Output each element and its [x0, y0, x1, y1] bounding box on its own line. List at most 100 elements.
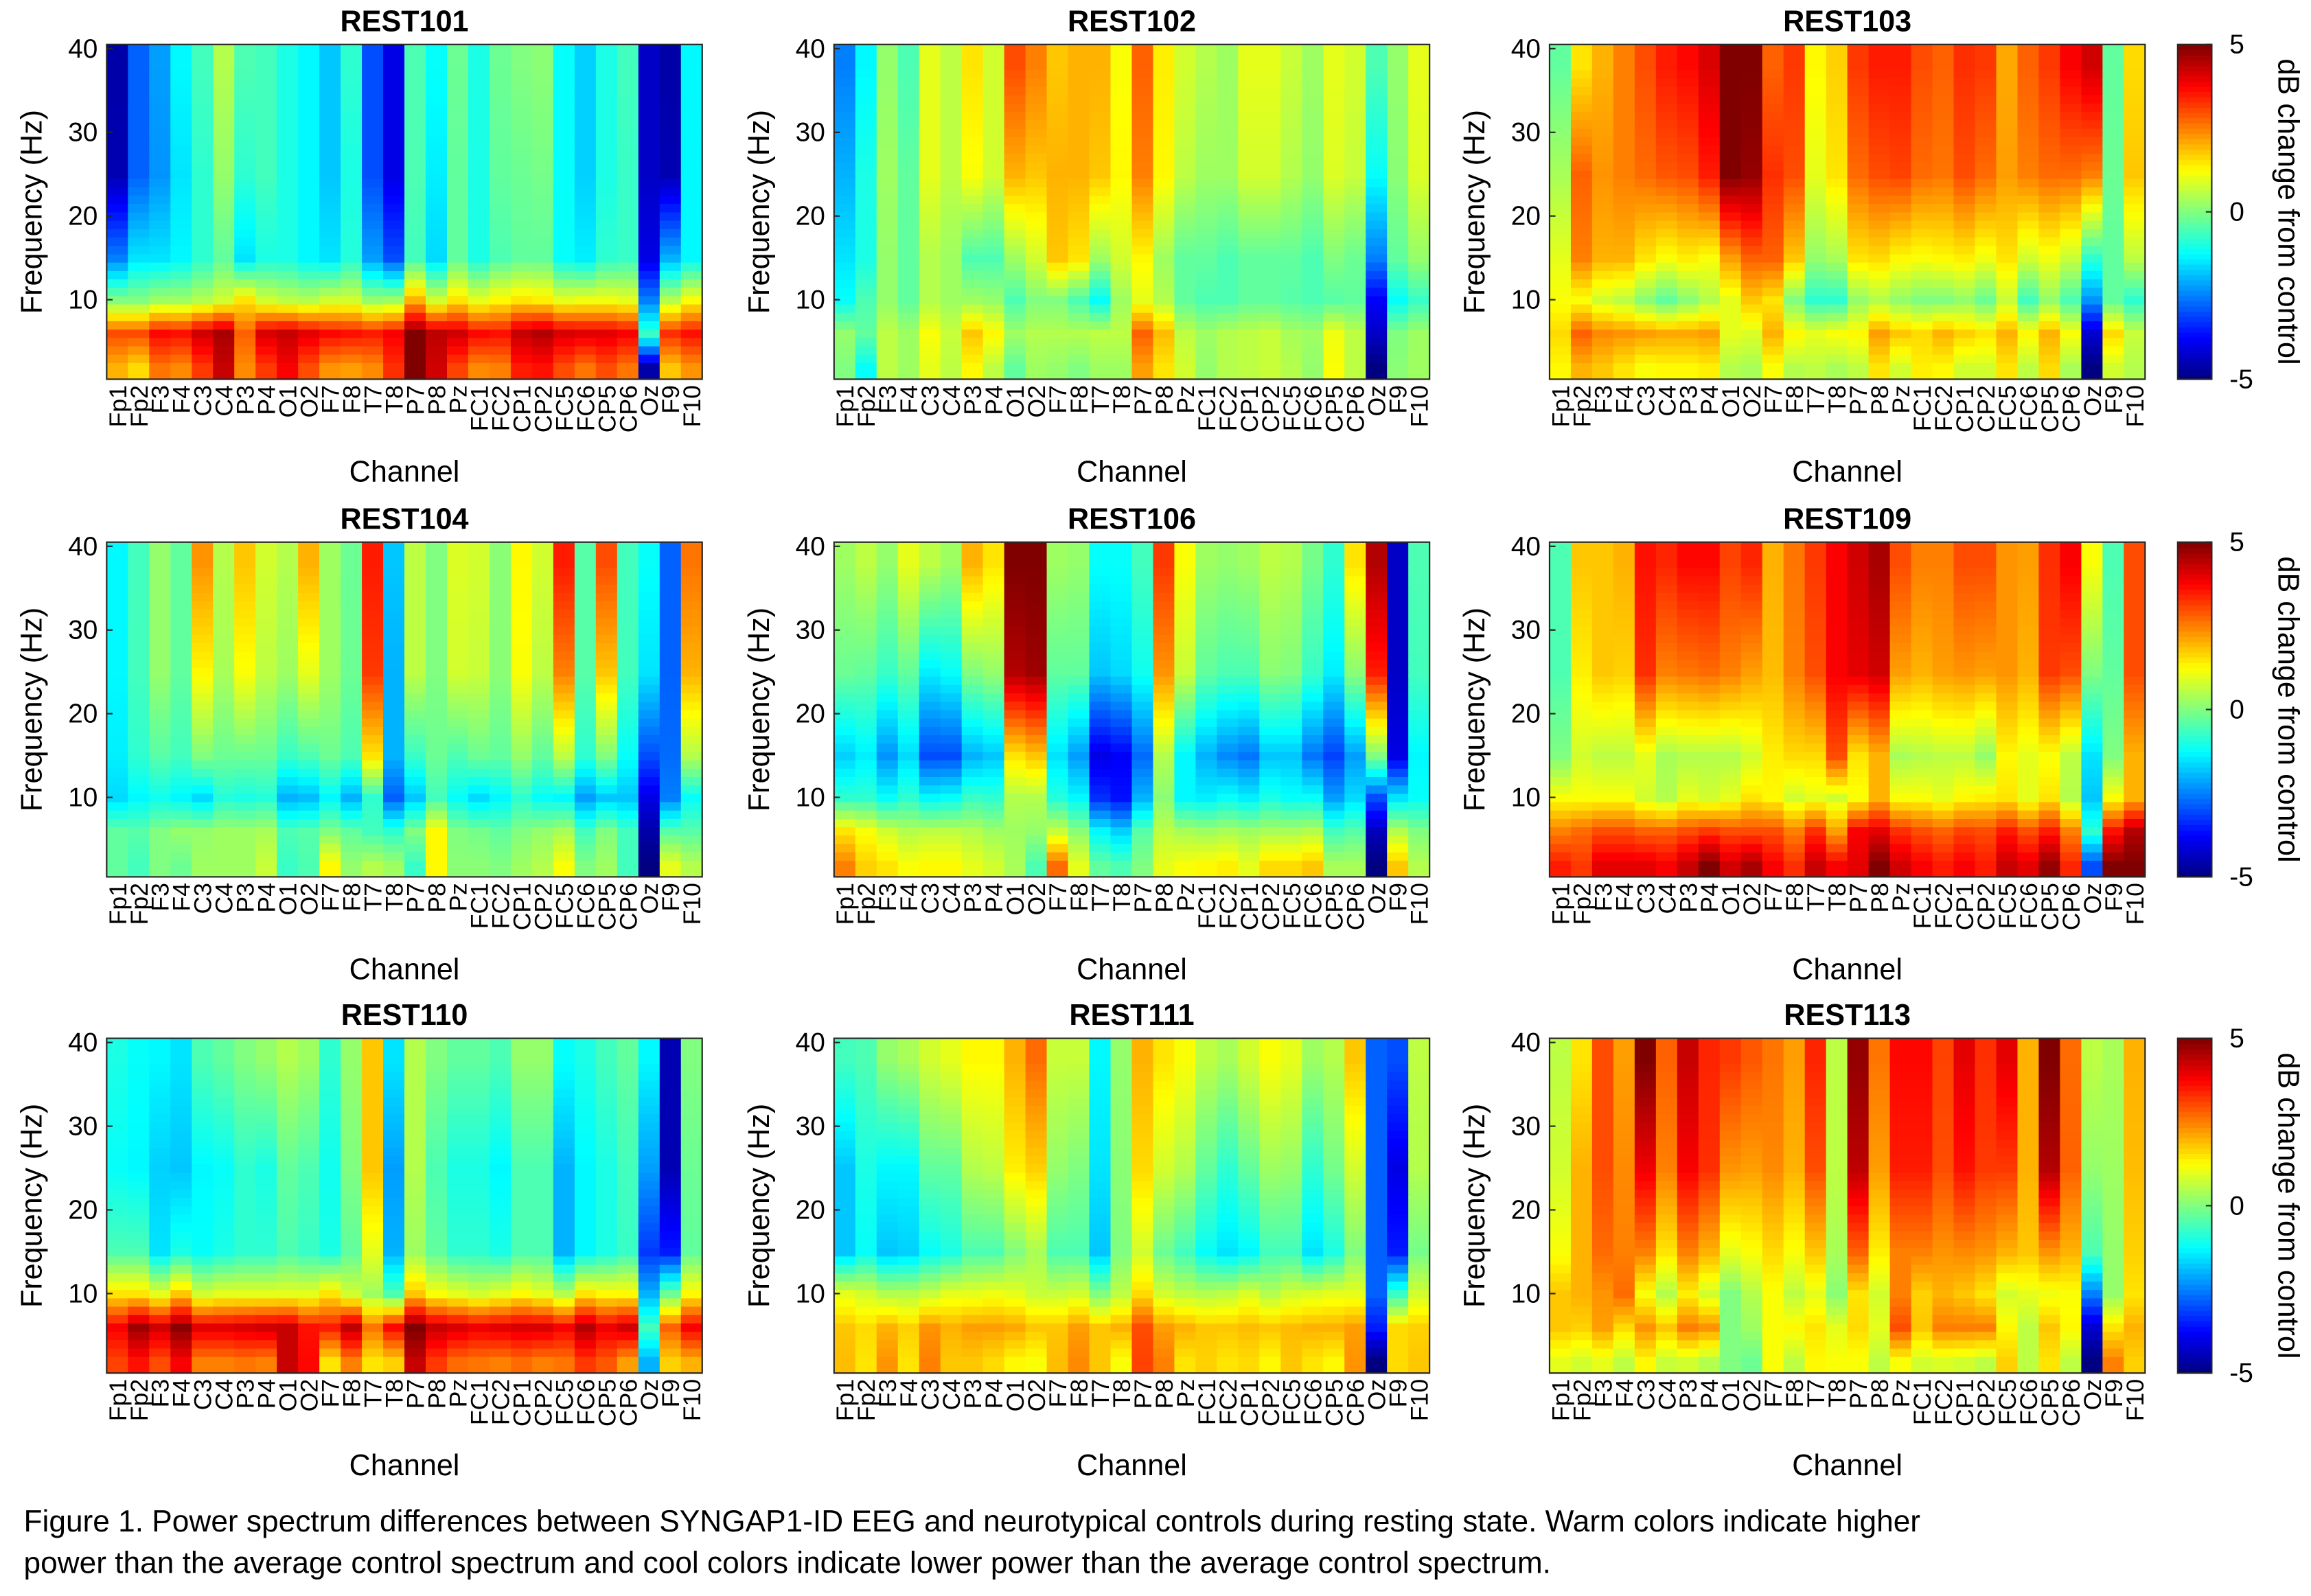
heatmap-cell — [680, 52, 703, 62]
heatmap-cell — [1089, 329, 1112, 338]
heatmap-cell — [553, 684, 575, 694]
heatmap-cell — [617, 583, 639, 593]
heatmap-cell — [897, 826, 920, 836]
heatmap-cell — [2102, 345, 2125, 355]
heatmap-cell — [128, 345, 150, 355]
heatmap-cell — [680, 287, 703, 297]
heatmap-cell — [2060, 279, 2082, 288]
heatmap-cell — [1932, 52, 1955, 62]
heatmap-cell — [940, 111, 963, 121]
heatmap-cell — [149, 345, 172, 355]
heatmap-cell — [1826, 94, 1848, 104]
heatmap-cell — [341, 559, 363, 568]
heatmap-cell — [128, 667, 150, 677]
heatmap-cell — [919, 312, 941, 321]
heatmap-cell — [574, 776, 597, 786]
heatmap-cell — [2038, 295, 2061, 305]
heatmap-cell — [919, 693, 941, 702]
heatmap-cell — [149, 675, 172, 685]
heatmap-cell — [170, 860, 193, 870]
heatmap-cell — [855, 270, 877, 279]
heatmap-cell — [1719, 170, 1742, 179]
axes-box — [106, 541, 703, 878]
heatmap-cell — [170, 220, 193, 229]
heatmap-cell — [2060, 44, 2082, 54]
heatmap-cell — [192, 559, 214, 568]
heatmap-cell — [1889, 136, 1912, 146]
heatmap-cell — [574, 136, 597, 146]
heatmap-cell — [1677, 345, 1699, 355]
heatmap-cell — [192, 701, 214, 710]
heatmap-cell — [1932, 337, 1955, 347]
heatmap-cell — [213, 843, 235, 853]
heatmap-cell — [255, 287, 278, 297]
heatmap-cell — [149, 575, 172, 585]
heatmap-cell — [1004, 362, 1026, 372]
heatmap-cell — [638, 345, 660, 355]
heatmap-cell — [982, 575, 1005, 585]
heatmap-cell — [2124, 153, 2146, 163]
heatmap-cell — [298, 684, 320, 694]
heatmap-cell — [940, 651, 963, 660]
heatmap-cell — [531, 835, 554, 844]
heatmap-cell — [1698, 170, 1721, 179]
heatmap-cell — [446, 220, 469, 229]
heatmap-cell — [2017, 44, 2040, 54]
heatmap-cell — [940, 592, 963, 601]
heatmap-cell — [2081, 337, 2104, 347]
heatmap-cell — [1195, 303, 1218, 313]
heatmap-cell — [319, 69, 341, 79]
heatmap-cell — [1025, 145, 1048, 154]
heatmap-cell — [1911, 312, 1933, 321]
heatmap-cell — [2060, 287, 2082, 297]
heatmap-cell — [1004, 776, 1026, 786]
heatmap-cell — [446, 793, 469, 802]
heatmap-cell — [1698, 371, 1721, 380]
heatmap-cell — [638, 726, 660, 736]
heatmap-cell — [1783, 111, 1806, 121]
heatmap-cell — [362, 329, 384, 338]
heatmap-cell — [446, 643, 469, 652]
heatmap-cell — [531, 809, 554, 819]
heatmap-cell — [149, 279, 172, 288]
heatmap-cell — [638, 651, 660, 660]
heatmap-cell — [149, 187, 172, 196]
heatmap-cell — [426, 119, 448, 129]
heatmap-cell — [319, 253, 341, 263]
heatmap-cell — [1217, 354, 1239, 363]
heatmap-cell — [659, 52, 682, 62]
heatmap-cell — [595, 329, 618, 338]
heatmap-cell — [2081, 237, 2104, 246]
heatmap-cell — [298, 793, 320, 802]
heatmap-cell — [638, 735, 660, 744]
heatmap-cell — [940, 354, 963, 363]
heatmap-cell — [617, 776, 639, 786]
heatmap-cell — [489, 826, 511, 836]
x-tick-label: P3 — [959, 385, 987, 415]
heatmap-cell — [1719, 111, 1742, 121]
heatmap-cell — [1677, 44, 1699, 54]
heatmap-cell — [680, 726, 703, 736]
heatmap-cell — [277, 153, 299, 163]
heatmap-cell — [1570, 161, 1593, 171]
heatmap-cell — [1549, 329, 1572, 338]
heatmap-cell — [468, 228, 490, 238]
heatmap-cell — [1591, 345, 1614, 355]
heatmap-cell — [446, 667, 469, 677]
heatmap-cell — [149, 617, 172, 627]
heatmap-cell — [1174, 253, 1197, 263]
heatmap-cell — [213, 145, 235, 154]
heatmap-cell — [659, 136, 682, 146]
heatmap-cell — [1025, 119, 1048, 129]
heatmap-cell — [468, 726, 490, 736]
heatmap-cell — [446, 145, 469, 154]
heatmap-cell — [298, 161, 320, 171]
heatmap-cell — [277, 835, 299, 844]
heatmap-cell — [1153, 321, 1175, 330]
heatmap-cell — [2060, 94, 2082, 104]
heatmap-cell — [192, 303, 214, 313]
heatmap-cell — [982, 61, 1005, 71]
heatmap-cell — [383, 119, 405, 129]
heatmap-cell — [510, 567, 533, 577]
heatmap-cell — [680, 701, 703, 710]
